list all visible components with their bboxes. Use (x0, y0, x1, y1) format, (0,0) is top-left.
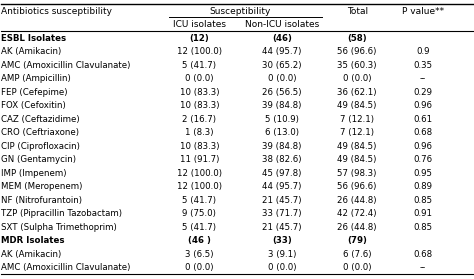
Text: 49 (84.5): 49 (84.5) (337, 101, 377, 110)
Text: Antibiotics susceptibility: Antibiotics susceptibility (1, 7, 112, 16)
Text: 0 (0.0): 0 (0.0) (343, 74, 372, 83)
Text: FEP (Cefepime): FEP (Cefepime) (1, 88, 68, 97)
Text: 5 (41.7): 5 (41.7) (182, 61, 216, 70)
Text: 45 (97.8): 45 (97.8) (262, 169, 301, 178)
Text: 5 (41.7): 5 (41.7) (182, 196, 216, 205)
Text: 0.61: 0.61 (414, 115, 433, 124)
Text: 57 (98.3): 57 (98.3) (337, 169, 377, 178)
Text: 0.95: 0.95 (414, 169, 433, 178)
Text: 0.85: 0.85 (414, 223, 433, 232)
Text: 42 (72.4): 42 (72.4) (337, 209, 377, 218)
Text: 0.68: 0.68 (414, 128, 433, 137)
Text: 0.96: 0.96 (414, 142, 433, 151)
Text: AK (Amikacin): AK (Amikacin) (1, 47, 62, 56)
Text: ESBL Isolates: ESBL Isolates (1, 34, 66, 43)
Text: MEM (Meropenem): MEM (Meropenem) (1, 182, 83, 191)
Text: 21 (45.7): 21 (45.7) (262, 223, 301, 232)
Text: CIP (Ciprofloxacin): CIP (Ciprofloxacin) (1, 142, 80, 151)
Text: 38 (82.6): 38 (82.6) (262, 155, 301, 164)
Text: 6 (7.6): 6 (7.6) (343, 249, 372, 259)
Text: 26 (44.8): 26 (44.8) (337, 196, 377, 205)
Text: 10 (83.3): 10 (83.3) (180, 142, 219, 151)
Text: 35 (60.3): 35 (60.3) (337, 61, 377, 70)
Text: 0 (0.0): 0 (0.0) (267, 263, 296, 272)
Text: AMC (Amoxicillin Clavulanate): AMC (Amoxicillin Clavulanate) (1, 61, 131, 70)
Text: 49 (84.5): 49 (84.5) (337, 155, 377, 164)
Text: 6 (13.0): 6 (13.0) (265, 128, 299, 137)
Text: 0.68: 0.68 (414, 249, 433, 259)
Text: --: -- (420, 263, 426, 272)
Text: 0.29: 0.29 (414, 88, 433, 97)
Text: 7 (12.1): 7 (12.1) (340, 128, 374, 137)
Text: 0.89: 0.89 (414, 182, 433, 191)
Text: 56 (96.6): 56 (96.6) (337, 182, 377, 191)
Text: (46): (46) (272, 34, 292, 43)
Text: CRO (Ceftriaxone): CRO (Ceftriaxone) (1, 128, 79, 137)
Text: MDR Isolates: MDR Isolates (1, 236, 65, 245)
Text: 3 (6.5): 3 (6.5) (185, 249, 214, 259)
Text: (46 ): (46 ) (188, 236, 211, 245)
Text: 0.35: 0.35 (414, 61, 433, 70)
Text: 7 (12.1): 7 (12.1) (340, 115, 374, 124)
Text: (58): (58) (347, 34, 367, 43)
Text: 5 (10.9): 5 (10.9) (265, 115, 299, 124)
Text: 0 (0.0): 0 (0.0) (185, 74, 214, 83)
Text: 21 (45.7): 21 (45.7) (262, 196, 301, 205)
Text: Non-ICU isolates: Non-ICU isolates (245, 20, 319, 30)
Text: 0.96: 0.96 (414, 101, 433, 110)
Text: 56 (96.6): 56 (96.6) (337, 47, 377, 56)
Text: 0.9: 0.9 (416, 47, 430, 56)
Text: P value**: P value** (402, 7, 444, 16)
Text: 33 (71.7): 33 (71.7) (262, 209, 301, 218)
Text: ICU isolates: ICU isolates (173, 20, 226, 30)
Text: 3 (9.1): 3 (9.1) (268, 249, 296, 259)
Text: 39 (84.8): 39 (84.8) (262, 142, 301, 151)
Text: Total: Total (346, 7, 368, 16)
Text: TZP (Pipracillin Tazobactam): TZP (Pipracillin Tazobactam) (1, 209, 122, 218)
Text: (79): (79) (347, 236, 367, 245)
Text: 49 (84.5): 49 (84.5) (337, 142, 377, 151)
Text: FOX (Cefoxitin): FOX (Cefoxitin) (1, 101, 66, 110)
Text: SXT (Sulpha Trimethoprim): SXT (Sulpha Trimethoprim) (1, 223, 117, 232)
Text: 0.76: 0.76 (414, 155, 433, 164)
Text: 10 (83.3): 10 (83.3) (180, 101, 219, 110)
Text: AK (Amikacin): AK (Amikacin) (1, 249, 62, 259)
Text: IMP (Impenem): IMP (Impenem) (1, 169, 67, 178)
Text: 9 (75.0): 9 (75.0) (182, 209, 216, 218)
Text: 36 (62.1): 36 (62.1) (337, 88, 377, 97)
Text: 12 (100.0): 12 (100.0) (177, 182, 222, 191)
Text: CAZ (Ceftazidime): CAZ (Ceftazidime) (1, 115, 80, 124)
Text: (33): (33) (272, 236, 292, 245)
Text: 30 (65.2): 30 (65.2) (262, 61, 301, 70)
Text: 26 (44.8): 26 (44.8) (337, 223, 377, 232)
Text: --: -- (420, 74, 426, 83)
Text: 0 (0.0): 0 (0.0) (185, 263, 214, 272)
Text: Susceptibility: Susceptibility (210, 7, 271, 16)
Text: AMC (Amoxicillin Clavulanate): AMC (Amoxicillin Clavulanate) (1, 263, 131, 272)
Text: 0.91: 0.91 (414, 209, 433, 218)
Text: AMP (Ampicillin): AMP (Ampicillin) (1, 74, 71, 83)
Text: 0.85: 0.85 (414, 196, 433, 205)
Text: 44 (95.7): 44 (95.7) (262, 182, 301, 191)
Text: 26 (56.5): 26 (56.5) (262, 88, 301, 97)
Text: 44 (95.7): 44 (95.7) (262, 47, 301, 56)
Text: 11 (91.7): 11 (91.7) (180, 155, 219, 164)
Text: 0 (0.0): 0 (0.0) (343, 263, 372, 272)
Text: 2 (16.7): 2 (16.7) (182, 115, 216, 124)
Text: 12 (100.0): 12 (100.0) (177, 47, 222, 56)
Text: 1 (8.3): 1 (8.3) (185, 128, 214, 137)
Text: (12): (12) (190, 34, 209, 43)
Text: 39 (84.8): 39 (84.8) (262, 101, 301, 110)
Text: NF (Nitrofurantoin): NF (Nitrofurantoin) (1, 196, 82, 205)
Text: 12 (100.0): 12 (100.0) (177, 169, 222, 178)
Text: 0 (0.0): 0 (0.0) (267, 74, 296, 83)
Text: 5 (41.7): 5 (41.7) (182, 223, 216, 232)
Text: 10 (83.3): 10 (83.3) (180, 88, 219, 97)
Text: GN (Gentamycin): GN (Gentamycin) (1, 155, 76, 164)
